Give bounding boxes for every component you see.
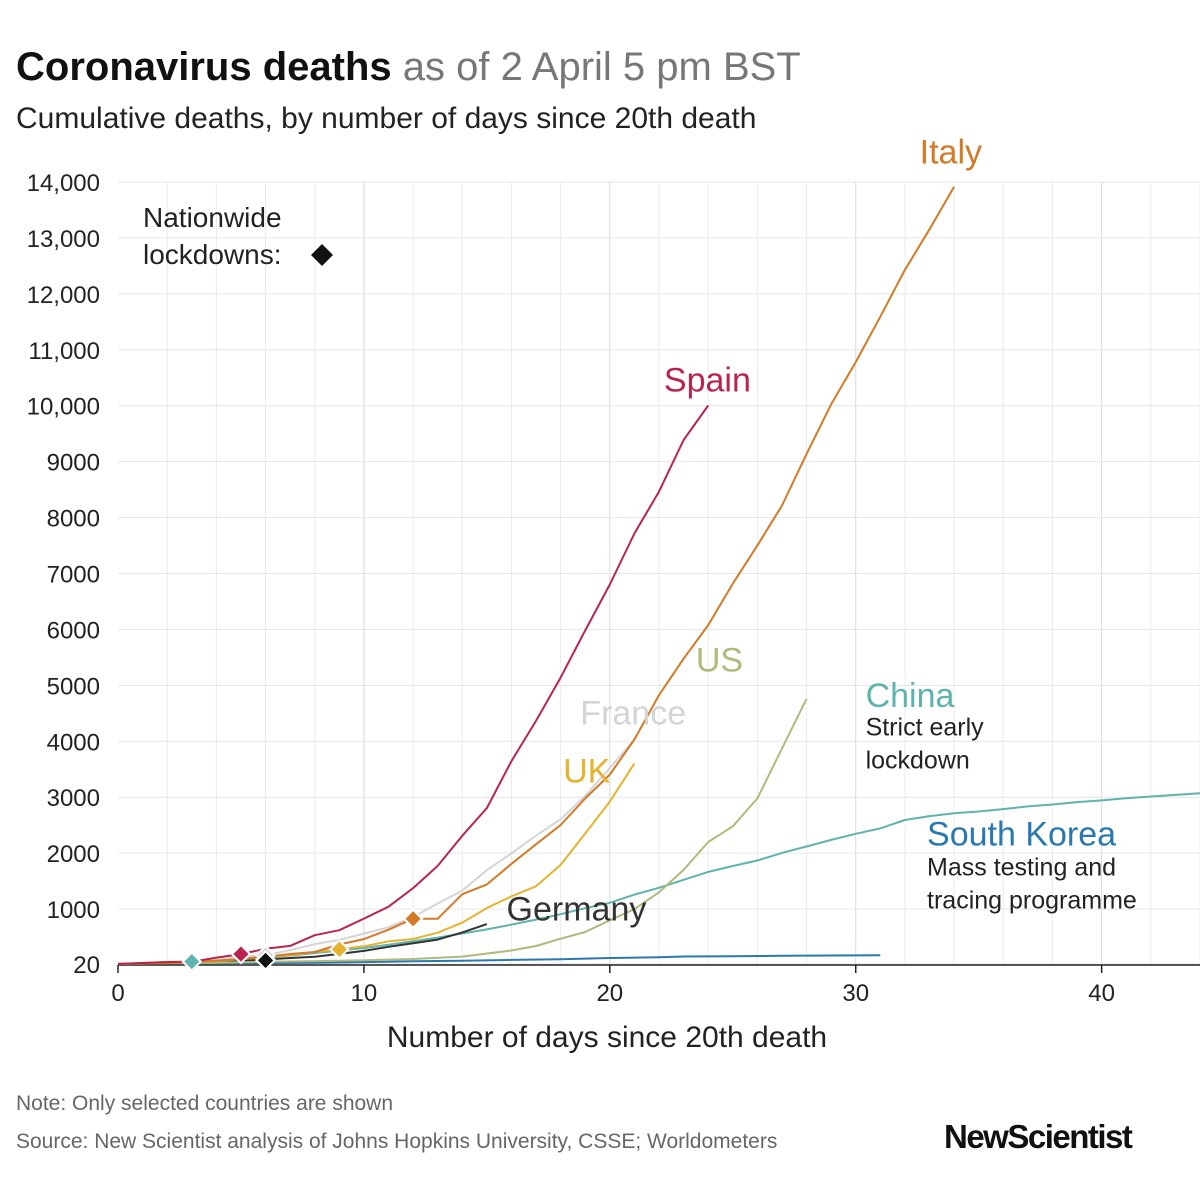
y-tick-label: 8000 (47, 506, 100, 533)
series-line-italy (117, 186, 955, 965)
y-tick-label: 14,000 (27, 170, 100, 197)
x-tick-label: 0 (111, 980, 124, 1007)
lockdown-marker-italy (402, 908, 424, 930)
legend-line2: lockdowns: (143, 239, 282, 270)
series-label-china: China (866, 677, 955, 715)
axes: 20 1000 2000 3000 4000 5000 6000 7000 8000 9000 10… (27, 170, 1200, 1054)
y-tick-label: 13,000 (27, 226, 100, 253)
chart-title: Coronavirus deaths as of 2 April 5 pm BS… (16, 40, 801, 94)
y-tick-label: 7000 (47, 562, 100, 589)
series-line-france (117, 738, 636, 965)
footnote-source: Source: New Scientist analysis of Johns … (16, 1130, 778, 1153)
x-axis-title: Number of days since 20th death (387, 1021, 827, 1054)
brand-logo: NewScientist (944, 1118, 1133, 1155)
series-label-germany: Germany (507, 890, 647, 928)
series-label-us: US (696, 641, 743, 679)
footnote-note: Note: Only selected countries are shown (16, 1092, 394, 1115)
y-tick-label: 1000 (47, 897, 100, 924)
series-label-france: France (580, 695, 686, 733)
series-line-us (117, 698, 808, 965)
x-tick-label: 40 (1088, 980, 1115, 1007)
series-note: tracing programme (927, 887, 1137, 915)
lockdown-legend: Nationwide lockdowns: (143, 202, 333, 270)
x-tick-label: 30 (842, 980, 869, 1007)
x-tick-label: 20 (596, 980, 623, 1007)
lockdown-marker-china (181, 951, 203, 973)
y-tick-label: 5000 (47, 673, 100, 700)
y-tick-label: 2000 (47, 841, 100, 868)
series-note: Mass testing and (927, 854, 1116, 882)
series-label-uk: UK (563, 753, 611, 791)
grid (118, 181, 1200, 965)
title-date: as of 2 April 5 pm BST (402, 45, 801, 89)
y-tick-label: 10,000 (27, 394, 100, 421)
y-tick-label: 4000 (47, 729, 100, 756)
chart-subtitle: Cumulative deaths, by number of days sin… (16, 102, 757, 135)
y-tick-label: 11,000 (28, 338, 100, 365)
lockdown-markers (181, 908, 424, 973)
y-tick-label: 9000 (47, 450, 100, 477)
series-line-spain (117, 404, 710, 965)
lockdown-marker-uk (328, 938, 350, 960)
y-tick-label: 20 (73, 952, 100, 979)
title-bold: Coronavirus deaths (16, 45, 392, 89)
series-label-spain: Spain (664, 362, 751, 400)
series-note: lockdown (866, 747, 970, 775)
y-tick-label: 6000 (47, 617, 100, 644)
series-label-south-korea: South Korea (927, 815, 1116, 853)
legend-line1: Nationwide (143, 202, 282, 233)
lockdown-marker-germany-top (255, 950, 276, 971)
series-note: Strict early (866, 714, 985, 742)
legend-diamond-icon (311, 244, 333, 266)
series-label-italy: Italy (920, 134, 982, 172)
y-tick-label: 12,000 (27, 282, 100, 309)
lockdown-marker-spain (230, 943, 252, 965)
y-tick-label: 3000 (47, 785, 100, 812)
x-tick-label: 10 (351, 980, 378, 1007)
